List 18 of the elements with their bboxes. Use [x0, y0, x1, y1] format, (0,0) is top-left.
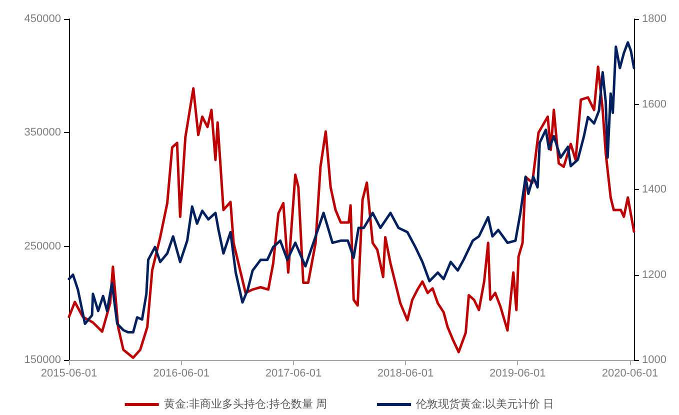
y2-tick-label: 1400	[642, 184, 666, 196]
y-tick-label: 450000	[24, 13, 61, 25]
legend-label: 伦敦现货黄金:以美元计价 日	[416, 398, 554, 410]
y-tick-label: 250000	[24, 240, 61, 252]
y2-tick-label: 1200	[642, 268, 666, 281]
y2-tick-label: 1600	[642, 98, 666, 110]
line-series	[68, 41, 636, 334]
legend-label: 黄金:非商业多头持仓:持仓数量 周	[164, 398, 328, 410]
x-tick-label: 2018-06-01	[377, 368, 434, 380]
x-tick-label: 2020-06-01	[602, 368, 658, 380]
y2-tick-label: 1000	[642, 354, 666, 366]
x-tick-label: 2017-06-01	[265, 368, 322, 380]
x-tick-label: 2015-06-01	[40, 368, 98, 380]
x-tick-label: 2019-06-01	[489, 368, 546, 380]
y-tick-label: 350000	[24, 126, 61, 139]
y-tick-label: 150000	[24, 354, 61, 366]
x-tick-label: 2016-06-01	[153, 368, 210, 380]
y2-tick-label: 1800	[642, 13, 666, 25]
